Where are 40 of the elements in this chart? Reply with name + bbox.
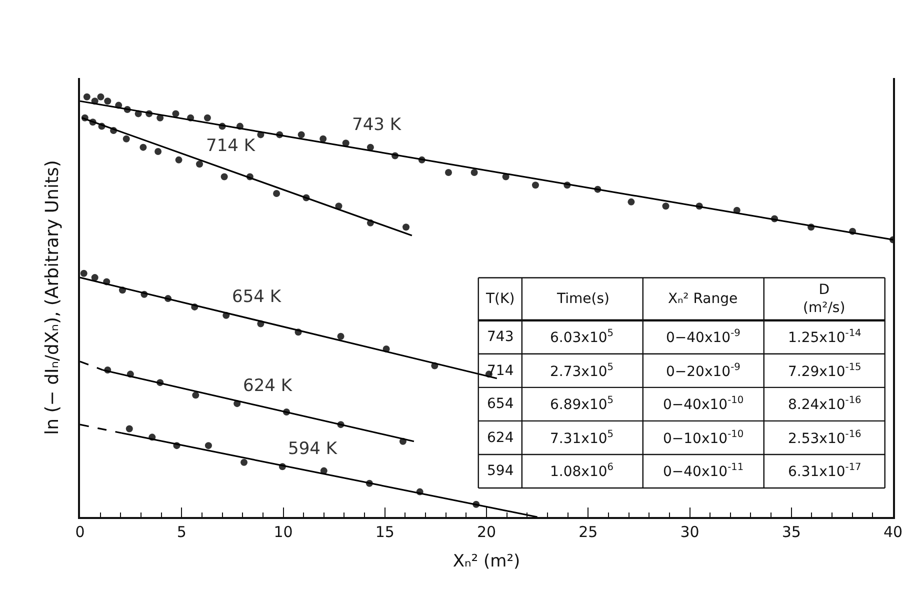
annotation: 2.53x10$^{-16}$ bbox=[788, 429, 862, 447]
annotation: 654 bbox=[487, 396, 514, 412]
annotation: 743 bbox=[487, 329, 514, 345]
annotation: D (m²/s) bbox=[803, 282, 846, 316]
x-tick-label: 35 bbox=[782, 522, 801, 541]
annotation: 7.31x10$^{5}$ bbox=[550, 429, 614, 447]
annotation: 624 bbox=[487, 430, 514, 446]
annotation: 1.08x10$^{6}$ bbox=[550, 462, 614, 480]
annotation: 7.29x10$^{-15}$ bbox=[788, 362, 862, 380]
series-label: 743 K bbox=[352, 115, 402, 135]
x-tick-label: 25 bbox=[578, 522, 598, 541]
series-label: 654 K bbox=[232, 287, 282, 307]
annotation: 2.73x10$^{5}$ bbox=[550, 362, 614, 380]
x-tick-label: 15 bbox=[375, 522, 394, 541]
x-tick-label: 40 bbox=[883, 522, 903, 541]
annotation: 0−40x10$^{-11}$ bbox=[663, 462, 744, 480]
x-tick-label: 0 bbox=[75, 522, 85, 541]
series-label: 594 K bbox=[288, 439, 338, 459]
x-axis-title: Xₙ² (m²) bbox=[452, 552, 520, 572]
annotation: 6.89x10$^{5}$ bbox=[550, 395, 614, 413]
x-tick-label: 5 bbox=[176, 522, 186, 541]
annotation: Xₙ² Range bbox=[668, 291, 738, 307]
x-tick-label: 10 bbox=[274, 522, 293, 541]
annotation: 594 bbox=[487, 463, 514, 479]
annotation: 0−10x10$^{-10}$ bbox=[663, 429, 744, 447]
x-tick-label: 20 bbox=[476, 522, 496, 541]
annotation: 0−40x10$^{-9}$ bbox=[666, 328, 740, 346]
x-tick-label: 30 bbox=[680, 522, 700, 541]
annotation: 0−20x10$^{-9}$ bbox=[666, 362, 740, 380]
annotation: 714 bbox=[487, 363, 514, 379]
y-axis-title: ln (− dIₙ/dXₙ), (Arbitrary Units) bbox=[42, 160, 63, 435]
annotation: 0−40x10$^{-10}$ bbox=[663, 395, 744, 413]
annotation: Time(s) bbox=[556, 291, 610, 307]
annotation: 6.31x10$^{-17}$ bbox=[788, 462, 862, 480]
series-label: 624 K bbox=[243, 376, 293, 396]
annotation: 8.24x10$^{-16}$ bbox=[788, 395, 862, 413]
series-label: 714 K bbox=[206, 136, 256, 156]
annotation: 1.25x10$^{-14}$ bbox=[788, 328, 862, 346]
annotation: T(K) bbox=[485, 291, 515, 307]
annotation: 6.03x10$^{5}$ bbox=[550, 328, 614, 346]
